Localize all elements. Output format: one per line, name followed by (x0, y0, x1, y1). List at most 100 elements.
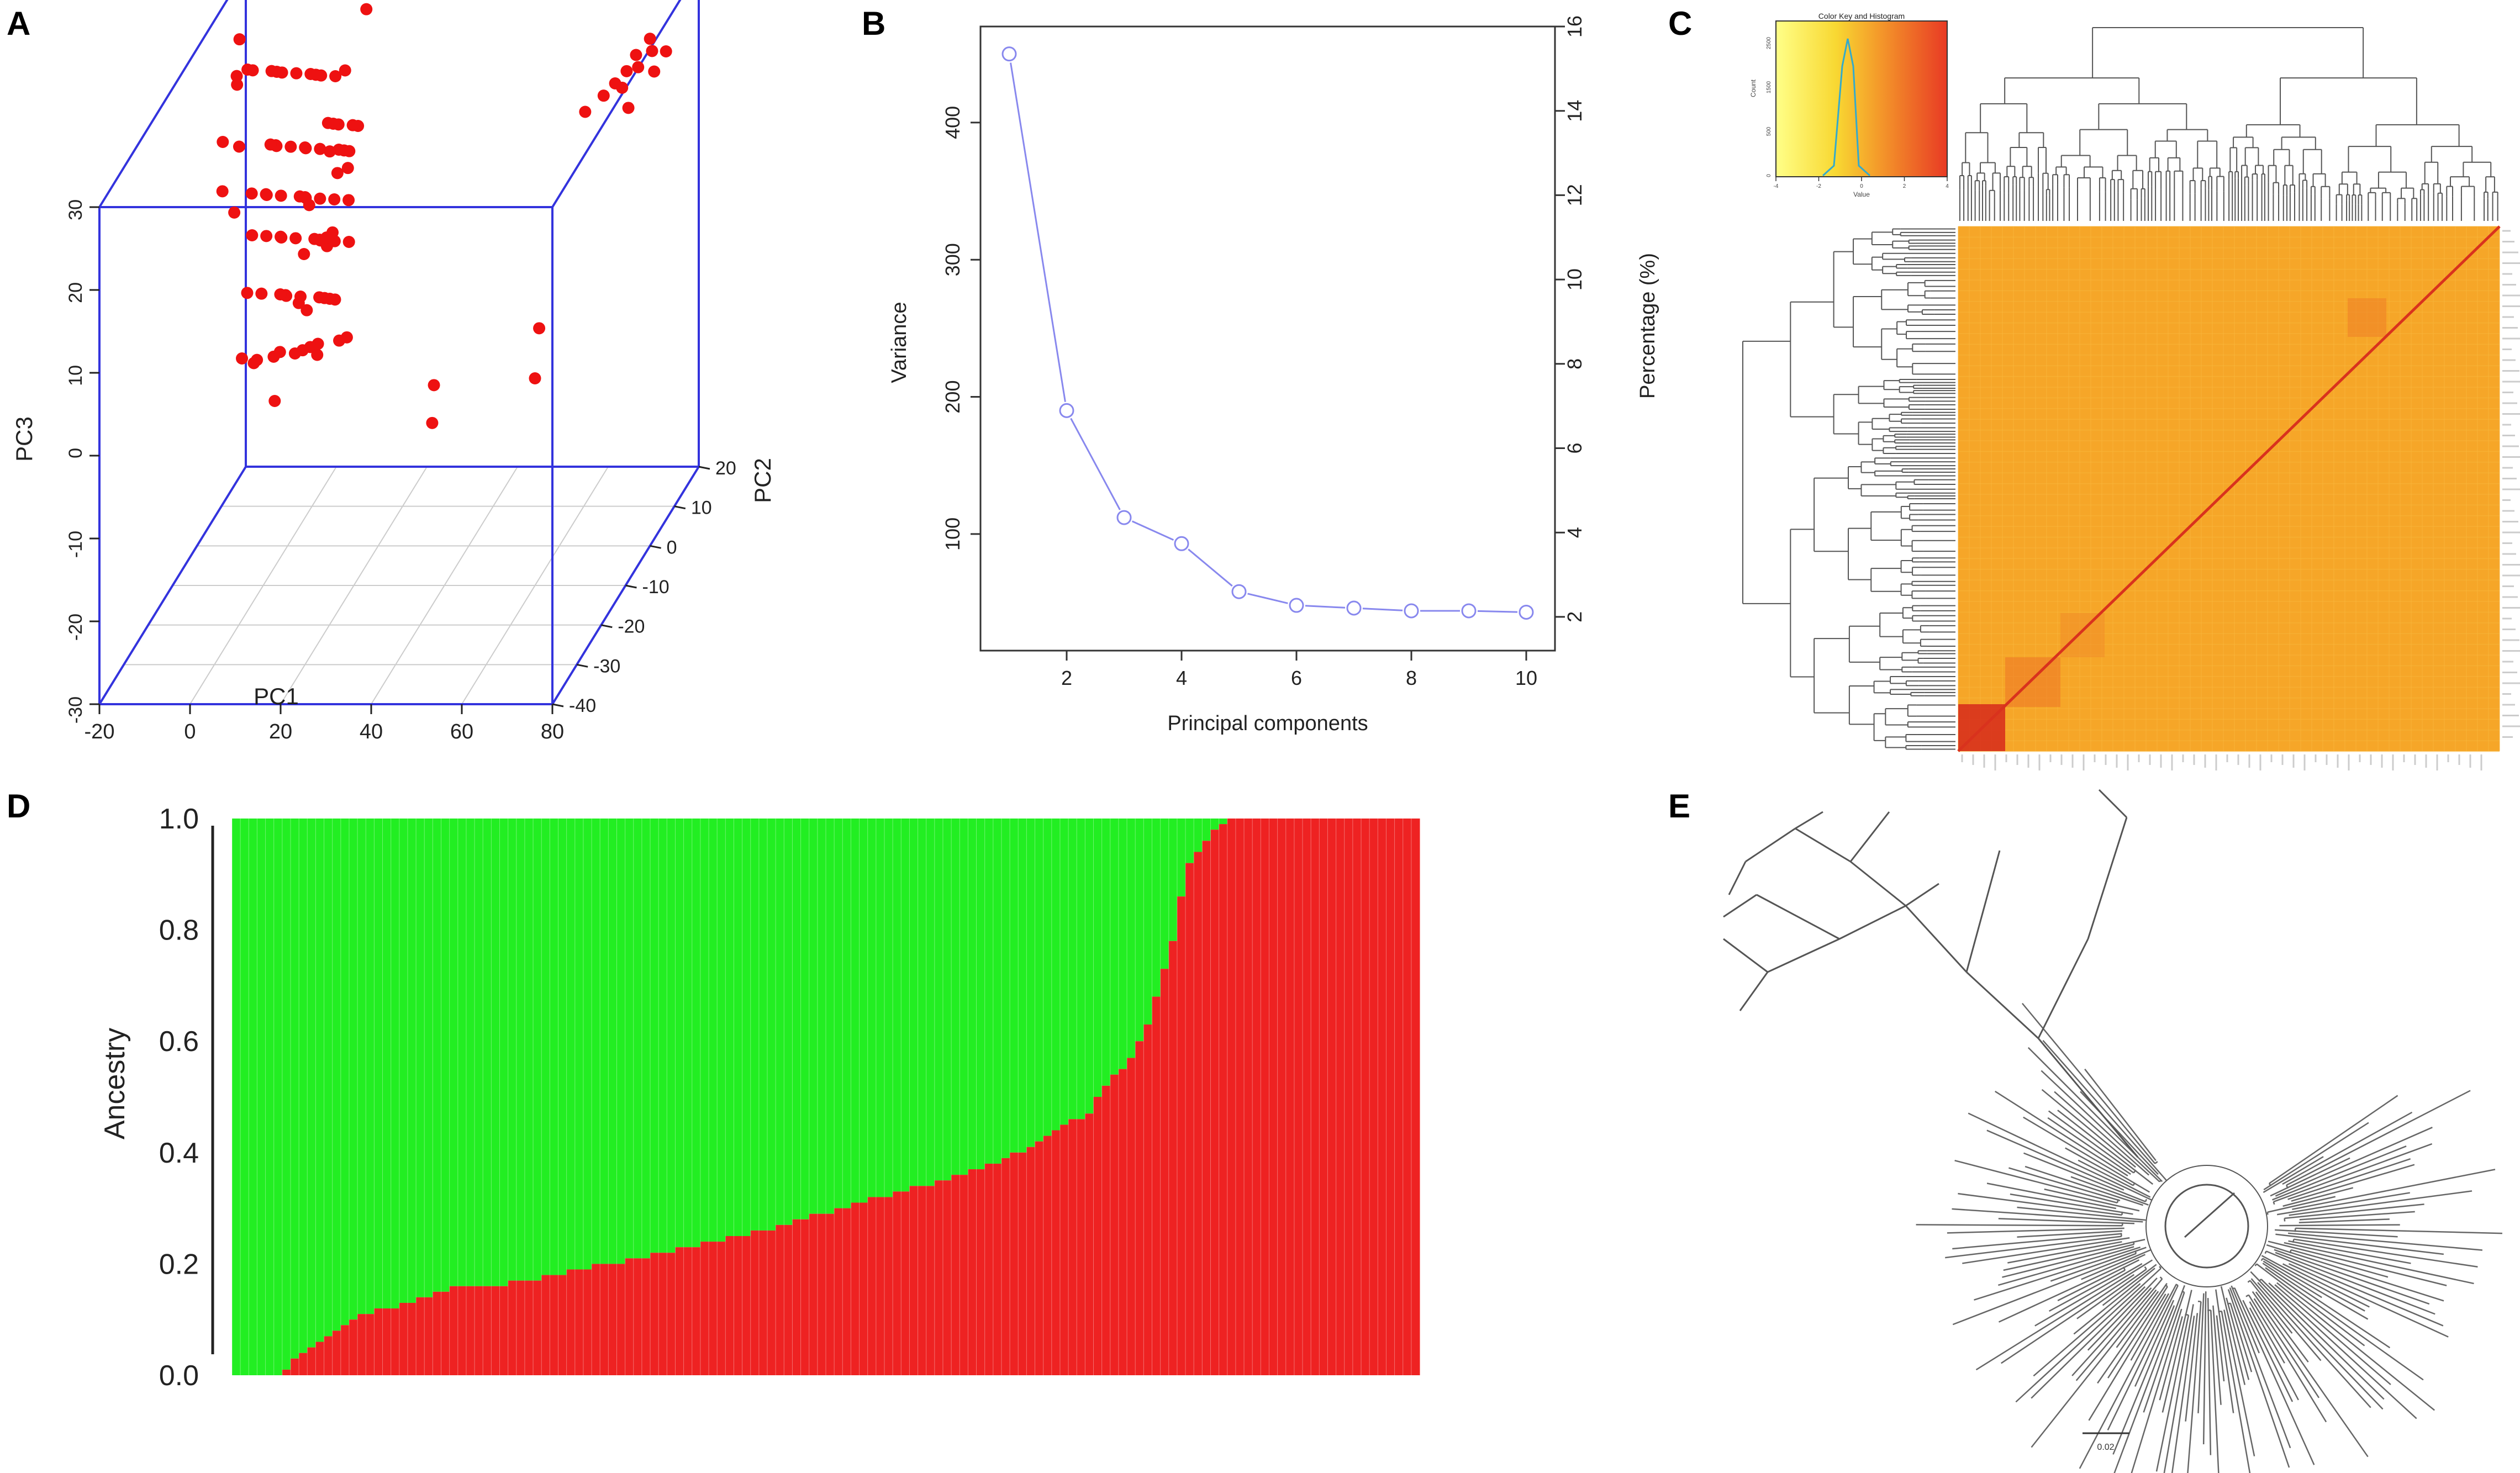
ancestry-bar-cluster1 (792, 819, 802, 1219)
pca-point (293, 190, 306, 203)
tree-root-ring (2164, 1184, 2249, 1269)
ancestry-bar-cluster1 (282, 819, 291, 1370)
ancestry-bar-cluster1 (1059, 819, 1069, 1125)
ancestry-bar-cluster2 (566, 1269, 576, 1375)
tree-leaf-branch (2279, 1224, 2400, 1227)
tree-leaf-branch (1952, 1208, 2143, 1223)
ancestry-bar-cluster2 (550, 1275, 558, 1375)
pca-point (321, 117, 334, 129)
tree-arc-connector (2154, 1161, 2158, 1164)
pca-point (264, 138, 277, 151)
tree-leaf-branch (1952, 1233, 2122, 1250)
key-x-tick-label: -2 (1816, 183, 1821, 189)
ancestry-bar-cluster1 (382, 819, 392, 1309)
pca-point (579, 105, 592, 118)
tree-leaf-branch (2268, 1240, 2447, 1286)
ancestry-bar-cluster2 (449, 1286, 458, 1375)
tree-arc-connector (2159, 1266, 2162, 1269)
tree-leaf-branch (2274, 1249, 2430, 1305)
pca-point (299, 141, 312, 154)
tree-leaf-branch (2161, 1290, 2192, 1413)
tree-leaf-branch (1986, 1182, 2117, 1210)
tree-clade-branch (1723, 938, 1768, 973)
ancestry-bar-cluster1 (449, 819, 458, 1286)
ancestry-bar-cluster1 (592, 819, 600, 1264)
ancestry-bar-cluster2 (742, 1236, 751, 1375)
key-y-tick-label: 2500 (1766, 36, 1772, 49)
scree-x-tick-label: 8 (1406, 667, 1417, 689)
tree-leaf-branch (2275, 1233, 2444, 1255)
ancestry-bar-cluster2 (692, 1247, 701, 1375)
tree-leaf-branch (2071, 1287, 2152, 1376)
scree-line-segment (1131, 520, 1174, 541)
pca-point (333, 334, 346, 347)
ancestry-bar-cluster1 (893, 819, 901, 1192)
color-key-ylabel: Count (1749, 79, 1757, 97)
tree-leaf-branch (2025, 1165, 2144, 1206)
ancestry-bar-cluster1 (1043, 819, 1052, 1136)
tree-leaf-branch (2282, 1111, 2413, 1185)
ancestry-bar-cluster2 (809, 1213, 818, 1375)
ancestry-bar-cluster1 (583, 819, 592, 1270)
ancestry-bar-cluster1 (1202, 819, 1211, 841)
pca-point (529, 372, 541, 384)
tree-leaf-branch (2159, 1316, 2183, 1401)
ancestry-bar-cluster2 (993, 1163, 1002, 1375)
ancestry-bar-cluster2 (475, 1286, 483, 1375)
tree-arc-connector (2247, 1280, 2251, 1283)
scree-y2-tick-label: 12 (1563, 184, 1586, 206)
pc2-tick-label: -30 (593, 656, 620, 677)
tree-leaf-branch (2075, 1278, 2163, 1381)
ancestry-bar-cluster1 (884, 819, 893, 1197)
ancestry-bar-cluster2 (1059, 1124, 1069, 1375)
ancestry-bar-cluster1 (1152, 819, 1161, 997)
tree-leaf-branch (2229, 1303, 2253, 1372)
ancestry-bar-cluster2 (541, 1275, 550, 1375)
tree-clade-branch (1728, 861, 1747, 895)
scree-line-segment (1188, 548, 1233, 587)
tree-leaf-branch (2041, 1070, 2160, 1182)
pc1-axis-label: PC1 (254, 683, 299, 709)
ancestry-bar-cluster2 (1160, 969, 1169, 1375)
ancestry-bar-cluster2 (1035, 1141, 1044, 1375)
tree-clade-branch (1965, 971, 2039, 1039)
pc1-tick-label: 40 (360, 720, 383, 743)
ancestry-bar-cluster1 (968, 819, 977, 1170)
ancestry-bar-cluster1 (867, 819, 877, 1197)
tree-leaf-branch (2299, 1211, 2415, 1221)
pca-point (331, 167, 344, 179)
ancestry-bar-cluster1 (650, 819, 659, 1253)
ancestry-bar-cluster2 (942, 1180, 952, 1375)
pca-point (314, 142, 326, 155)
tree-leaf-branch (2295, 1227, 2502, 1234)
tree-leaf-branch (2226, 1297, 2250, 1380)
tree-leaf-branch (2252, 1291, 2369, 1458)
tree-leaf-branch (2231, 1285, 2260, 1354)
tree-leaf-branch (2266, 1250, 2444, 1327)
tree-leaf-branch (2270, 1157, 2350, 1197)
tree-leaf-branch (1968, 1112, 2153, 1201)
ancestry-bar-cluster1 (700, 819, 709, 1242)
tree-leaf-branch (2084, 1068, 2157, 1161)
tree-leaf-branch (2057, 1259, 2140, 1301)
tree-leaf-branch (2276, 1282, 2435, 1411)
ancestry-bar-cluster2 (391, 1308, 400, 1375)
color-key: Color Key and Histogram Value Count -4 -2… (1749, 12, 1949, 198)
ancestry-bar-cluster2 (1194, 852, 1203, 1375)
tree-leaf-branch (2047, 1117, 2131, 1175)
tree-leaf-branch (2050, 1247, 2147, 1282)
scree-line-segment (1010, 62, 1066, 402)
pca-point (231, 78, 244, 91)
ancestry-bar-cluster1 (993, 819, 1002, 1164)
ancestry-bar-cluster2 (1093, 1097, 1103, 1375)
ancestry-bar-cluster2 (1001, 1158, 1010, 1375)
ancestry-bar-cluster1 (717, 819, 726, 1242)
tree-leaf-branch (2266, 1244, 2444, 1302)
ancestry-bar-cluster1 (1051, 819, 1061, 1131)
scree-y-tick-label: 300 (941, 243, 964, 276)
ancestry-bar-cluster1 (391, 819, 400, 1309)
pc1-tick-label: 60 (450, 720, 473, 743)
ancestry-bar-cluster2 (299, 1353, 308, 1375)
ancestry-bar-cluster2 (1068, 1119, 1077, 1375)
tree-leaf-branch (2134, 1300, 2175, 1387)
